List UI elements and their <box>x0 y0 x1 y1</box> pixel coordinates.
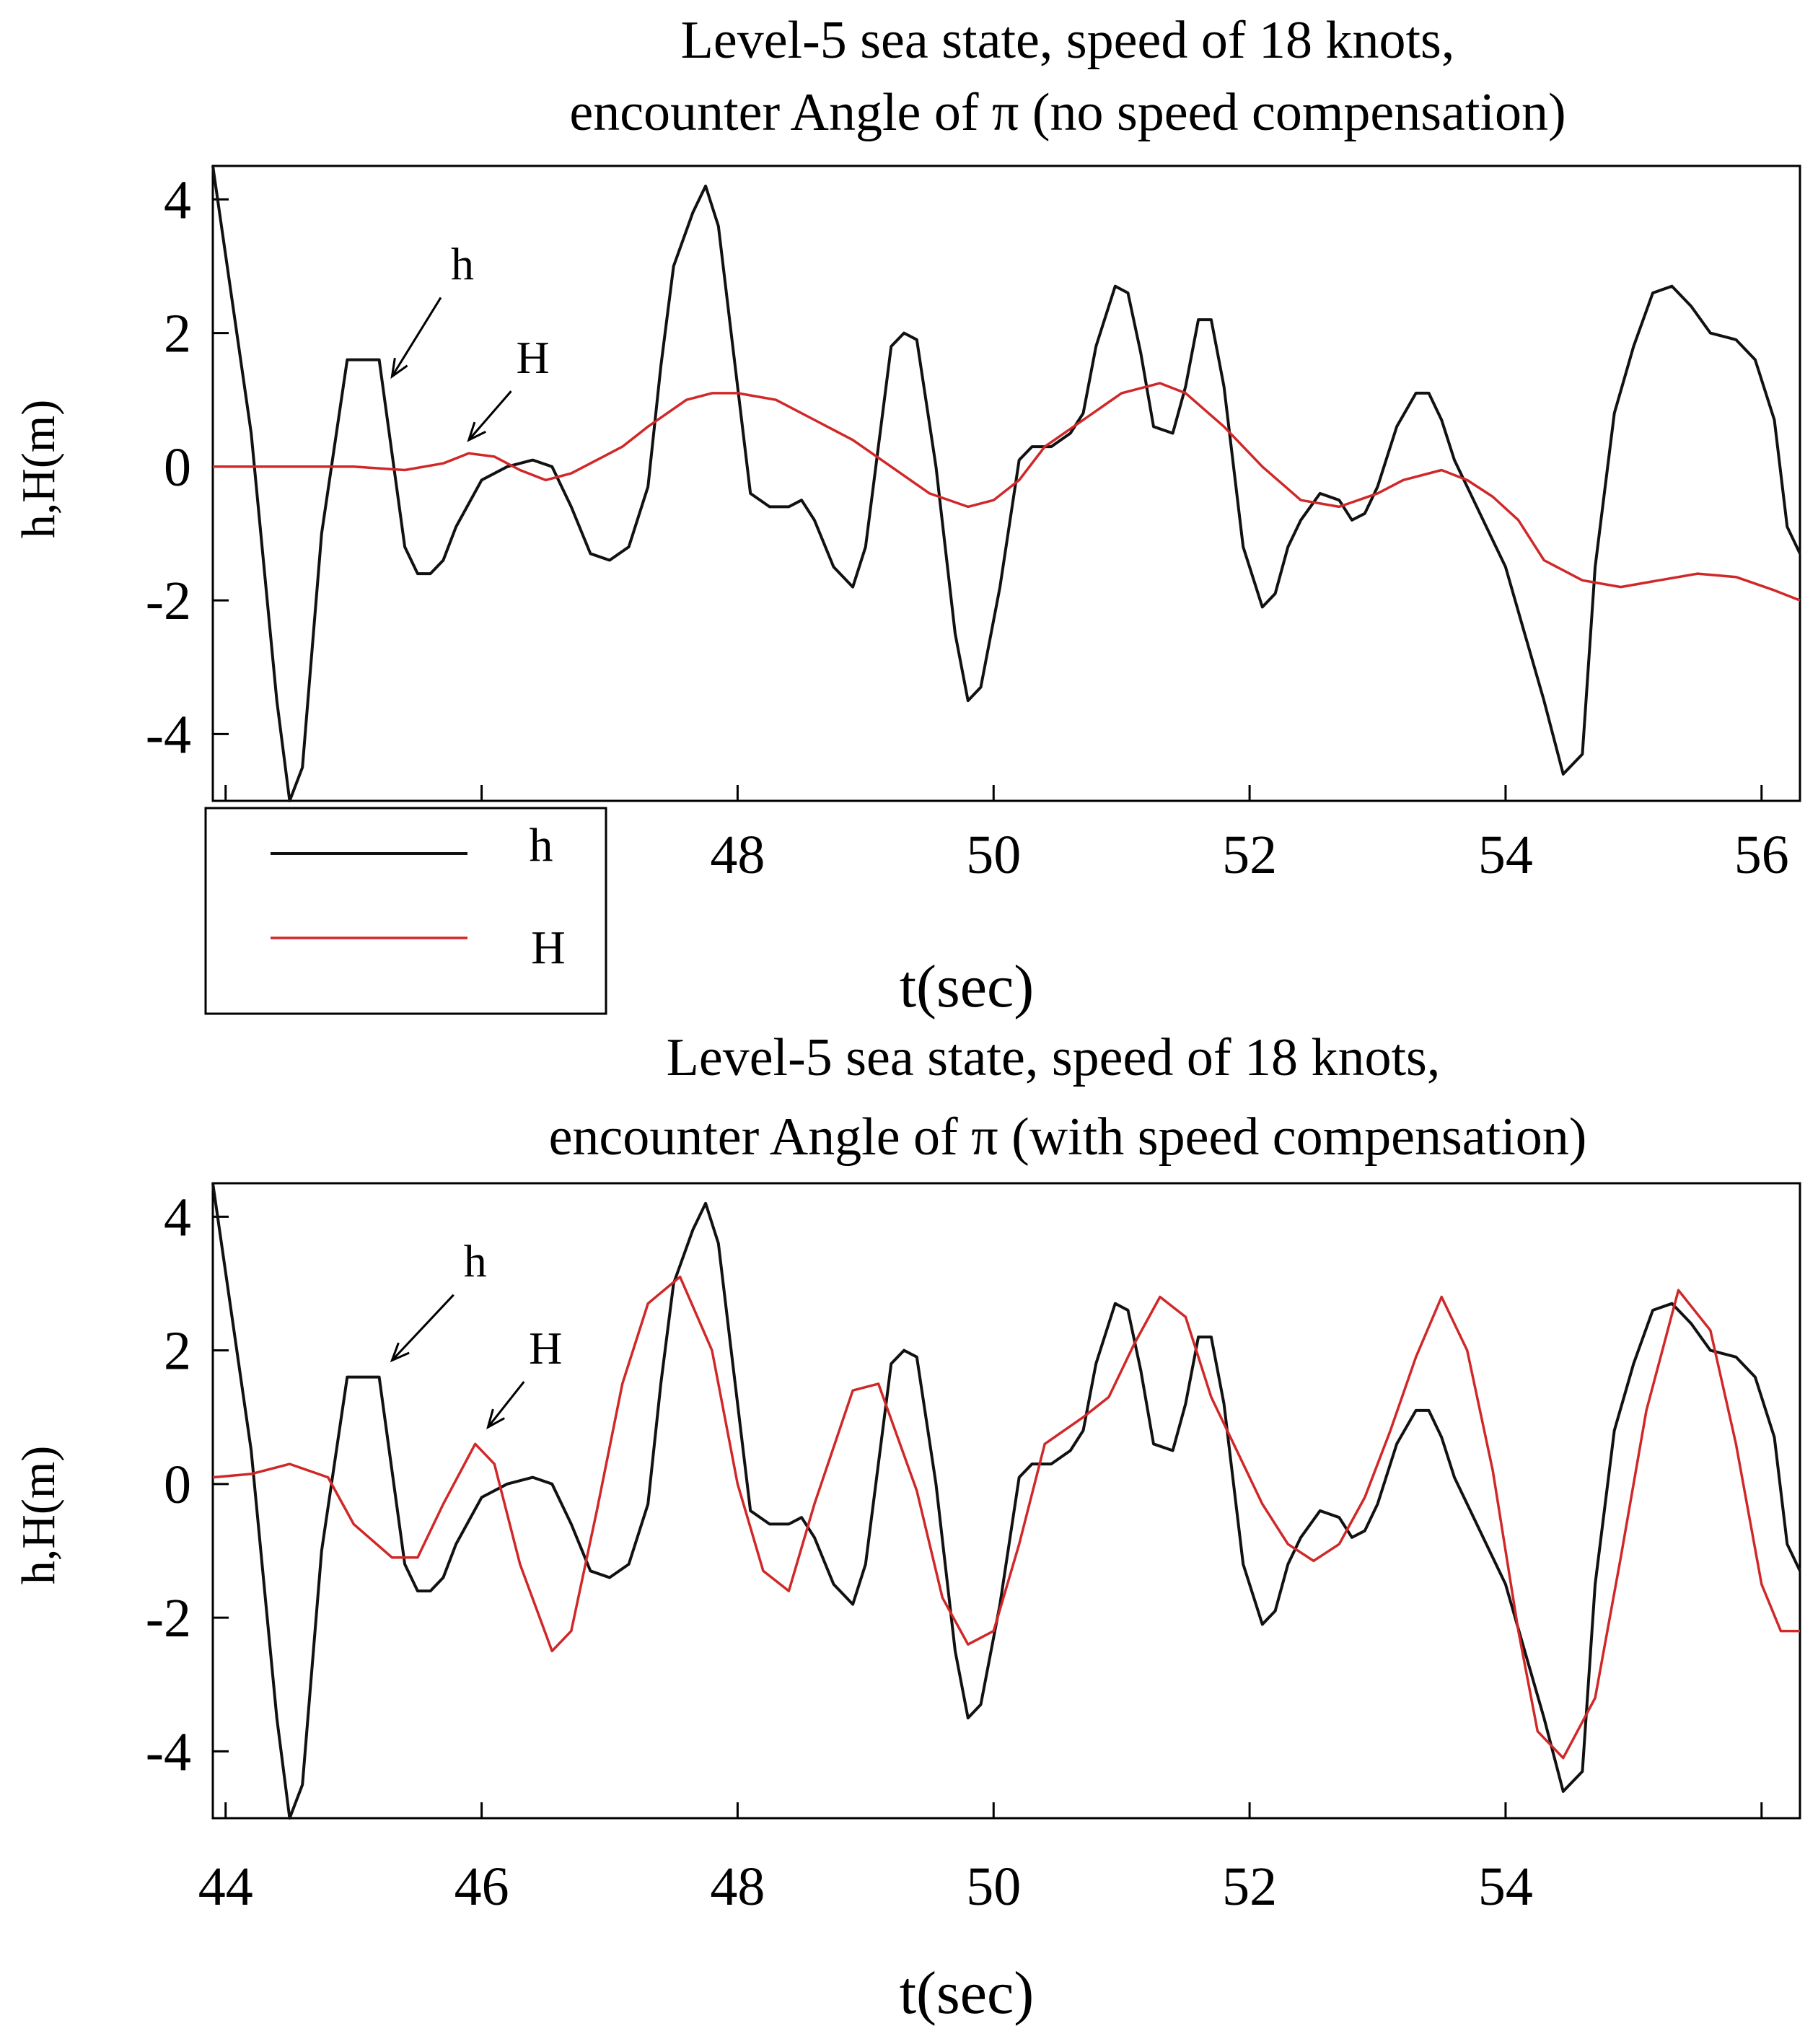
chart-bottom-title-line2: encounter Angle of π (with speed compens… <box>549 1107 1587 1167</box>
chart-top-annotation-arrowhead-h <box>390 357 408 380</box>
chart-top-annotation-arrow-h <box>391 297 442 377</box>
chart-bottom-x-tick-label: 52 <box>1222 1856 1277 1917</box>
chart-top-y-tick-label: -4 <box>146 704 191 765</box>
chart-top-title-line1: Level-5 sea state, speed of 18 knots, <box>681 11 1455 70</box>
chart-bottom-title-line1: Level-5 sea state, speed of 18 knots, <box>667 1028 1441 1087</box>
chart-top-x-axis-label: t(sec) <box>900 953 1035 1020</box>
chart-bottom-x-tick-label: 54 <box>1478 1856 1533 1917</box>
chart-top-series-h <box>211 165 1801 802</box>
chart-top-annotation-arrow-H <box>467 390 512 441</box>
chart-bottom-annotation-arrow-H <box>487 1381 525 1429</box>
legend-label-h: h <box>530 819 553 872</box>
chart-bottom-y-tick-label: -2 <box>146 1588 191 1649</box>
chart-top-series-H <box>213 382 1801 602</box>
chart-bottom-annotation-h: h <box>464 1236 487 1287</box>
chart-top-y-tick-label: 2 <box>164 304 191 364</box>
chart-bottom: Level-5 sea state, speed of 18 knots, en… <box>12 1028 1801 2027</box>
chart-top-y-tick-label: 0 <box>164 437 191 498</box>
chart-bottom-x-tick-label: 46 <box>454 1856 509 1917</box>
chart-bottom-x-tick-label: 44 <box>198 1856 253 1917</box>
legend-label-H: H <box>531 921 566 974</box>
chart-top: Level-5 sea state, speed of 18 knots, en… <box>12 11 1801 1020</box>
chart-bottom-annotation-arrow-h <box>391 1294 454 1361</box>
chart-bottom-annotation-arrowhead-h <box>390 1342 410 1363</box>
legend: h H <box>204 807 607 1015</box>
chart-bottom-x-axis-label: t(sec) <box>900 1960 1035 2027</box>
chart-bottom-annotation-H: H <box>529 1323 562 1374</box>
chart-bottom-x-tick-label: 48 <box>710 1856 765 1917</box>
chart-bottom-x-tick-label: 50 <box>966 1856 1021 1917</box>
legend-box <box>204 807 607 1015</box>
chart-bottom-y-tick-label: 4 <box>164 1187 191 1247</box>
chart-top-annotation-arrowhead-H <box>467 421 486 442</box>
chart-top-x-tick-label: 50 <box>966 825 1021 885</box>
chart-top-y-tick-label: 4 <box>164 170 191 230</box>
chart-bottom-y-tick-label: 2 <box>164 1321 191 1382</box>
chart-bottom-y-axis-label: h,H(m) <box>12 1446 65 1584</box>
chart-top-x-tick-label: 48 <box>710 825 765 885</box>
chart-top-title-line2: encounter Angle of π (no speed compensat… <box>569 83 1566 142</box>
chart-bottom-plot-frame <box>211 1182 1801 1820</box>
chart-bottom-y-tick-label: 0 <box>164 1455 191 1515</box>
chart-top-x-tick-label: 56 <box>1734 825 1789 885</box>
chart-bottom-y-tick-label: -4 <box>146 1721 191 1782</box>
chart-top-plot-frame <box>211 165 1801 802</box>
chart-bottom-series-h <box>211 1183 1801 1820</box>
chart-top-y-axis-label: h,H(m) <box>12 400 65 538</box>
chart-top-y-tick-label: -2 <box>146 571 191 631</box>
chart-bottom-annotation-arrowhead-H <box>486 1408 505 1430</box>
chart-top-annotation-H: H <box>516 332 549 383</box>
chart-bottom-series-H <box>212 1275 1800 1760</box>
chart-top-x-tick-label: 54 <box>1478 825 1533 885</box>
chart-top-annotation-h: h <box>451 238 474 289</box>
chart-top-x-tick-label: 52 <box>1222 825 1277 885</box>
